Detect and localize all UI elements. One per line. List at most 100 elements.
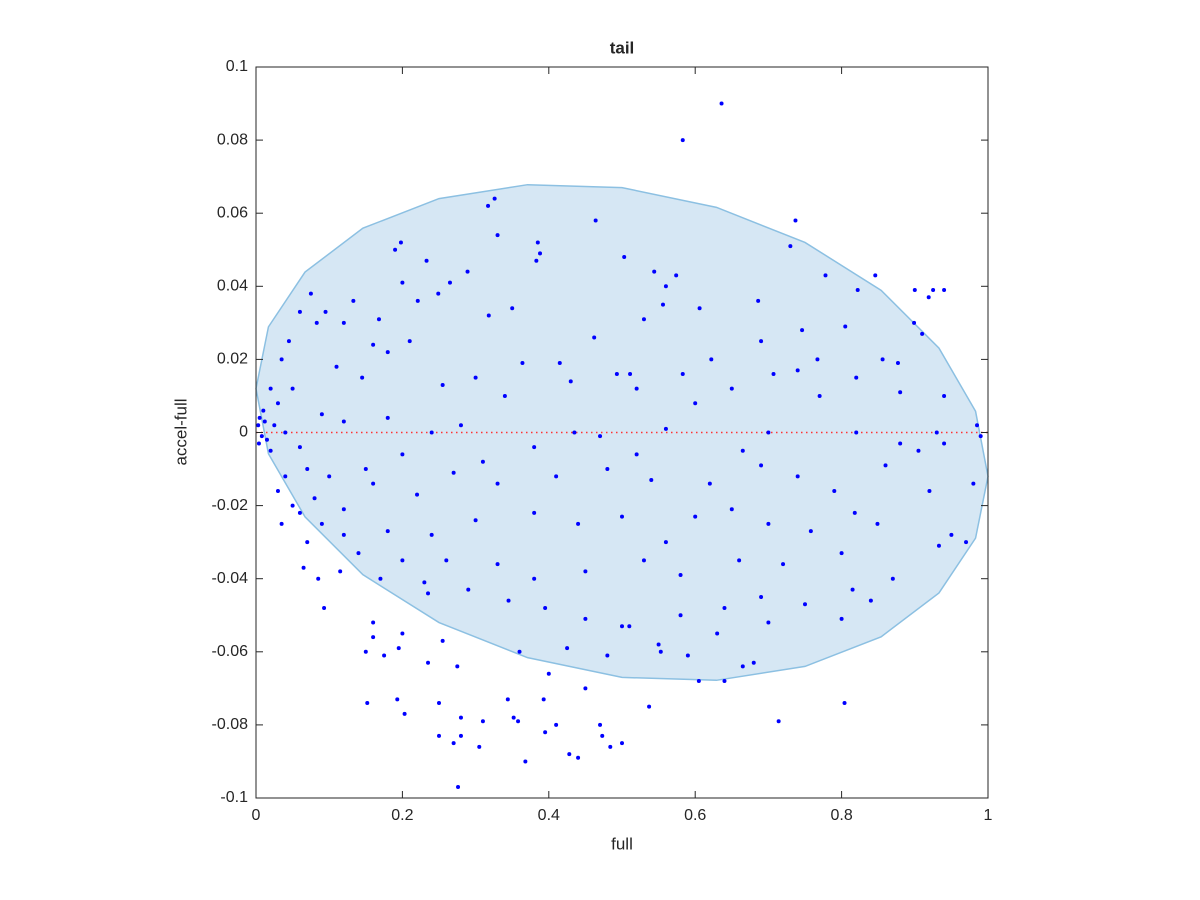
point [839,616,844,621]
point [451,741,456,746]
point [308,291,313,296]
x-tick-label: 0 [252,807,261,824]
point [356,551,361,556]
point [316,576,321,581]
point [458,733,463,738]
point [268,386,273,391]
y-tick-label: 0.08 [217,131,248,148]
point [850,587,855,592]
point [429,532,434,537]
point [554,474,559,479]
point [532,510,537,515]
point [480,719,485,724]
point [920,331,925,336]
point [393,247,398,252]
point [971,481,976,486]
point [916,448,921,453]
point [557,361,562,366]
point [437,700,441,705]
point [447,280,452,285]
point [685,653,690,658]
y-tick-label: 0.02 [217,351,248,368]
point [663,284,668,289]
point [759,339,764,344]
point [262,419,267,424]
point [534,258,539,263]
point [455,664,460,669]
point [365,700,370,705]
point [598,434,603,439]
point [511,715,516,720]
point [407,339,412,344]
point [852,510,857,515]
point [322,605,327,610]
point [776,719,781,724]
point [495,562,500,567]
point [843,324,848,329]
point [583,686,588,691]
point [622,255,627,260]
point [942,393,947,398]
point [583,569,588,574]
point [465,269,470,274]
point [855,287,860,292]
point [283,430,288,435]
point [400,452,405,457]
point [506,598,511,603]
y-tick-label: 0.04 [217,278,248,295]
point [576,521,581,526]
point [771,372,776,377]
point [875,521,880,526]
point [338,569,343,574]
point [605,653,610,658]
point [437,733,441,738]
x-tick-label: 1 [984,807,993,824]
point [396,646,401,651]
point [312,496,317,501]
point [554,722,559,727]
point [628,372,633,377]
point [495,481,500,486]
y-tick-label: 0.1 [226,58,248,75]
point [722,679,727,684]
point [283,474,288,479]
point [257,415,262,420]
point [740,664,745,669]
point [473,375,478,380]
point [538,251,543,256]
y-tick-label: -0.08 [212,716,249,733]
point [729,507,734,512]
point [737,558,742,563]
point [678,613,683,618]
point [319,412,324,417]
point [795,368,800,373]
point [964,540,969,545]
point [351,298,356,303]
point [883,463,888,468]
point [696,679,701,684]
point [363,467,368,472]
point [593,218,598,223]
point [620,624,624,629]
point [436,291,441,296]
point [532,445,537,450]
point [327,474,332,479]
point [371,342,376,347]
y-tick-label: -0.02 [212,497,249,514]
point [652,269,657,274]
point [880,357,885,362]
point [264,437,269,442]
point [709,357,714,362]
point [400,558,405,563]
point [492,196,497,201]
point [641,558,646,563]
point [371,620,376,625]
point [385,529,390,534]
y-axis-label: accel-full [171,398,190,465]
point [341,419,346,424]
point [382,653,387,658]
point [759,463,764,468]
x-axis-label: full [611,834,633,853]
point [305,467,310,472]
point [495,233,500,238]
